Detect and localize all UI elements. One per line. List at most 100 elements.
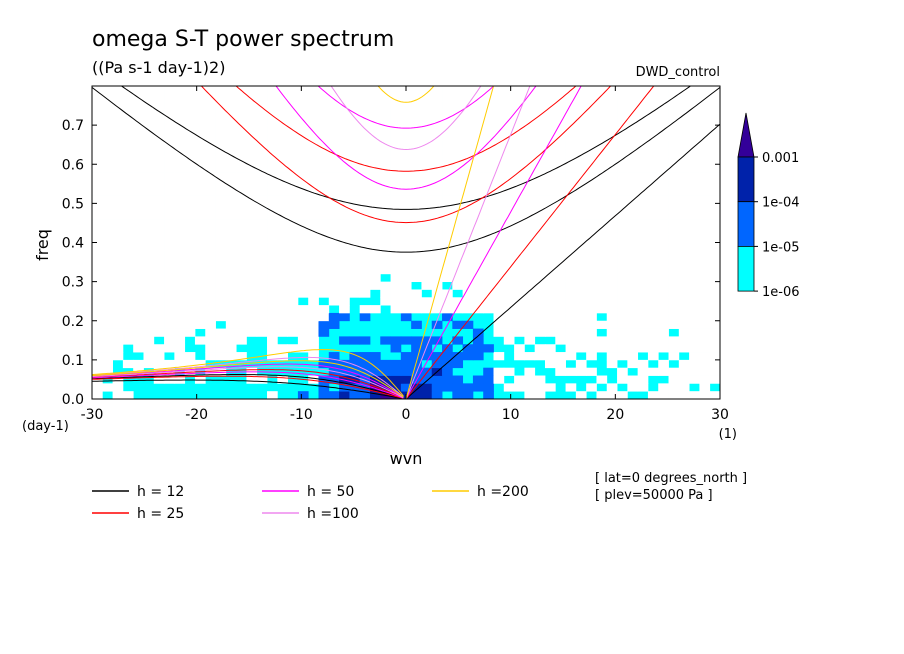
contour-cell: [164, 273, 175, 283]
contour-cell: [617, 156, 628, 165]
contour-cell: [668, 375, 680, 384]
contour-cell: [215, 164, 227, 173]
contour-cell: [452, 281, 464, 290]
contour-cell: [606, 203, 618, 212]
contour-cell: [225, 320, 237, 329]
contour-cell: [627, 226, 639, 236]
contour-cell: [421, 336, 433, 345]
contour-cell: [699, 219, 711, 228]
contour-cell: [184, 352, 196, 361]
contour-cell: [380, 211, 391, 220]
contour-cell: [472, 187, 484, 196]
contour-cell: [194, 281, 206, 290]
contour-cell: [709, 328, 720, 337]
contour-cell: [411, 219, 422, 228]
contour-cell: [174, 109, 186, 118]
contour-cell: [617, 86, 628, 95]
contour-cell: [369, 148, 381, 157]
contour-cell: [658, 289, 669, 298]
contour-cell: [658, 312, 669, 322]
contour-cell: [112, 375, 124, 384]
contour-cell: [411, 265, 422, 275]
contour-cell: [153, 101, 165, 110]
contour-cell: [225, 344, 237, 353]
contour-cell: [421, 109, 433, 118]
contour-cell: [596, 132, 608, 142]
contour-cell: [411, 391, 422, 399]
contour-cell: [349, 101, 361, 110]
contour-cell: [658, 265, 669, 275]
contour-cell: [452, 258, 464, 267]
contour-cell: [411, 156, 422, 165]
contour-cell: [102, 140, 113, 149]
contour-cell: [709, 219, 720, 228]
contour-cell: [369, 86, 381, 95]
contour-cell: [205, 305, 216, 314]
contour-cell: [637, 164, 649, 173]
contour-cell: [400, 297, 412, 306]
contour-cell: [503, 140, 515, 149]
contour-cell: [277, 328, 289, 337]
contour-cell: [493, 203, 505, 212]
contour-cell: [442, 140, 453, 149]
contour-cell: [411, 117, 422, 126]
contour-cell: [658, 328, 669, 337]
contour-cell: [236, 320, 247, 329]
contour-cell: [369, 367, 381, 376]
contour-cell: [246, 148, 258, 157]
contour-cell: [483, 250, 494, 259]
contour-cell: [308, 219, 319, 228]
contour-cell: [452, 148, 464, 157]
contour-cell: [349, 289, 361, 298]
contour-cell: [606, 140, 618, 149]
y-axis: 0.00.10.20.30.40.50.60.7: [62, 118, 720, 408]
contour-cell: [452, 273, 464, 283]
contour-cell: [637, 101, 649, 110]
contour-cell: [668, 265, 680, 275]
contour-cell: [297, 101, 309, 110]
contour-cell: [555, 109, 566, 118]
contour-cell: [184, 101, 196, 110]
contour-cell: [143, 312, 155, 322]
contour-cell: [472, 242, 484, 251]
contour-cell: [431, 320, 443, 329]
contour-cell: [102, 101, 113, 110]
contour-cell: [328, 93, 340, 103]
contour-cell: [277, 375, 289, 384]
contour-cell: [575, 391, 587, 399]
contour-cell: [534, 93, 546, 103]
contour-cell: [678, 219, 690, 228]
contour-cell: [359, 164, 371, 173]
contour-cell: [349, 211, 361, 220]
contour-cell: [514, 101, 525, 110]
contour-cell: [421, 234, 433, 243]
contour-cell: [565, 101, 577, 110]
contour-cell: [442, 219, 453, 228]
contour-cell: [637, 258, 649, 267]
contour-cell: [668, 156, 680, 165]
contour-cell: [472, 179, 484, 189]
contour-cell: [287, 203, 299, 212]
contour-cell: [112, 172, 124, 181]
contour-cell: [318, 140, 330, 149]
contour-cell: [493, 234, 505, 243]
contour-cell: [390, 336, 402, 345]
contour-cell: [205, 328, 216, 337]
contour-cell: [184, 234, 196, 243]
contour-cell: [359, 265, 371, 275]
contour-cell: [627, 140, 639, 149]
contour-cell: [308, 195, 319, 204]
contour-cell: [472, 289, 484, 298]
contour-cell: [606, 172, 618, 181]
contour-cell: [627, 250, 639, 259]
contour-cell: [339, 132, 350, 142]
contour-cell: [400, 367, 412, 376]
contour-cell: [92, 125, 103, 134]
contour-cell: [442, 312, 453, 322]
legend-label: h =200: [477, 484, 529, 500]
contour-cell: [678, 289, 690, 298]
contour-cell: [308, 289, 319, 298]
contour-cell: [555, 359, 566, 369]
contour-cell: [647, 109, 659, 118]
contour-cell: [102, 312, 113, 322]
